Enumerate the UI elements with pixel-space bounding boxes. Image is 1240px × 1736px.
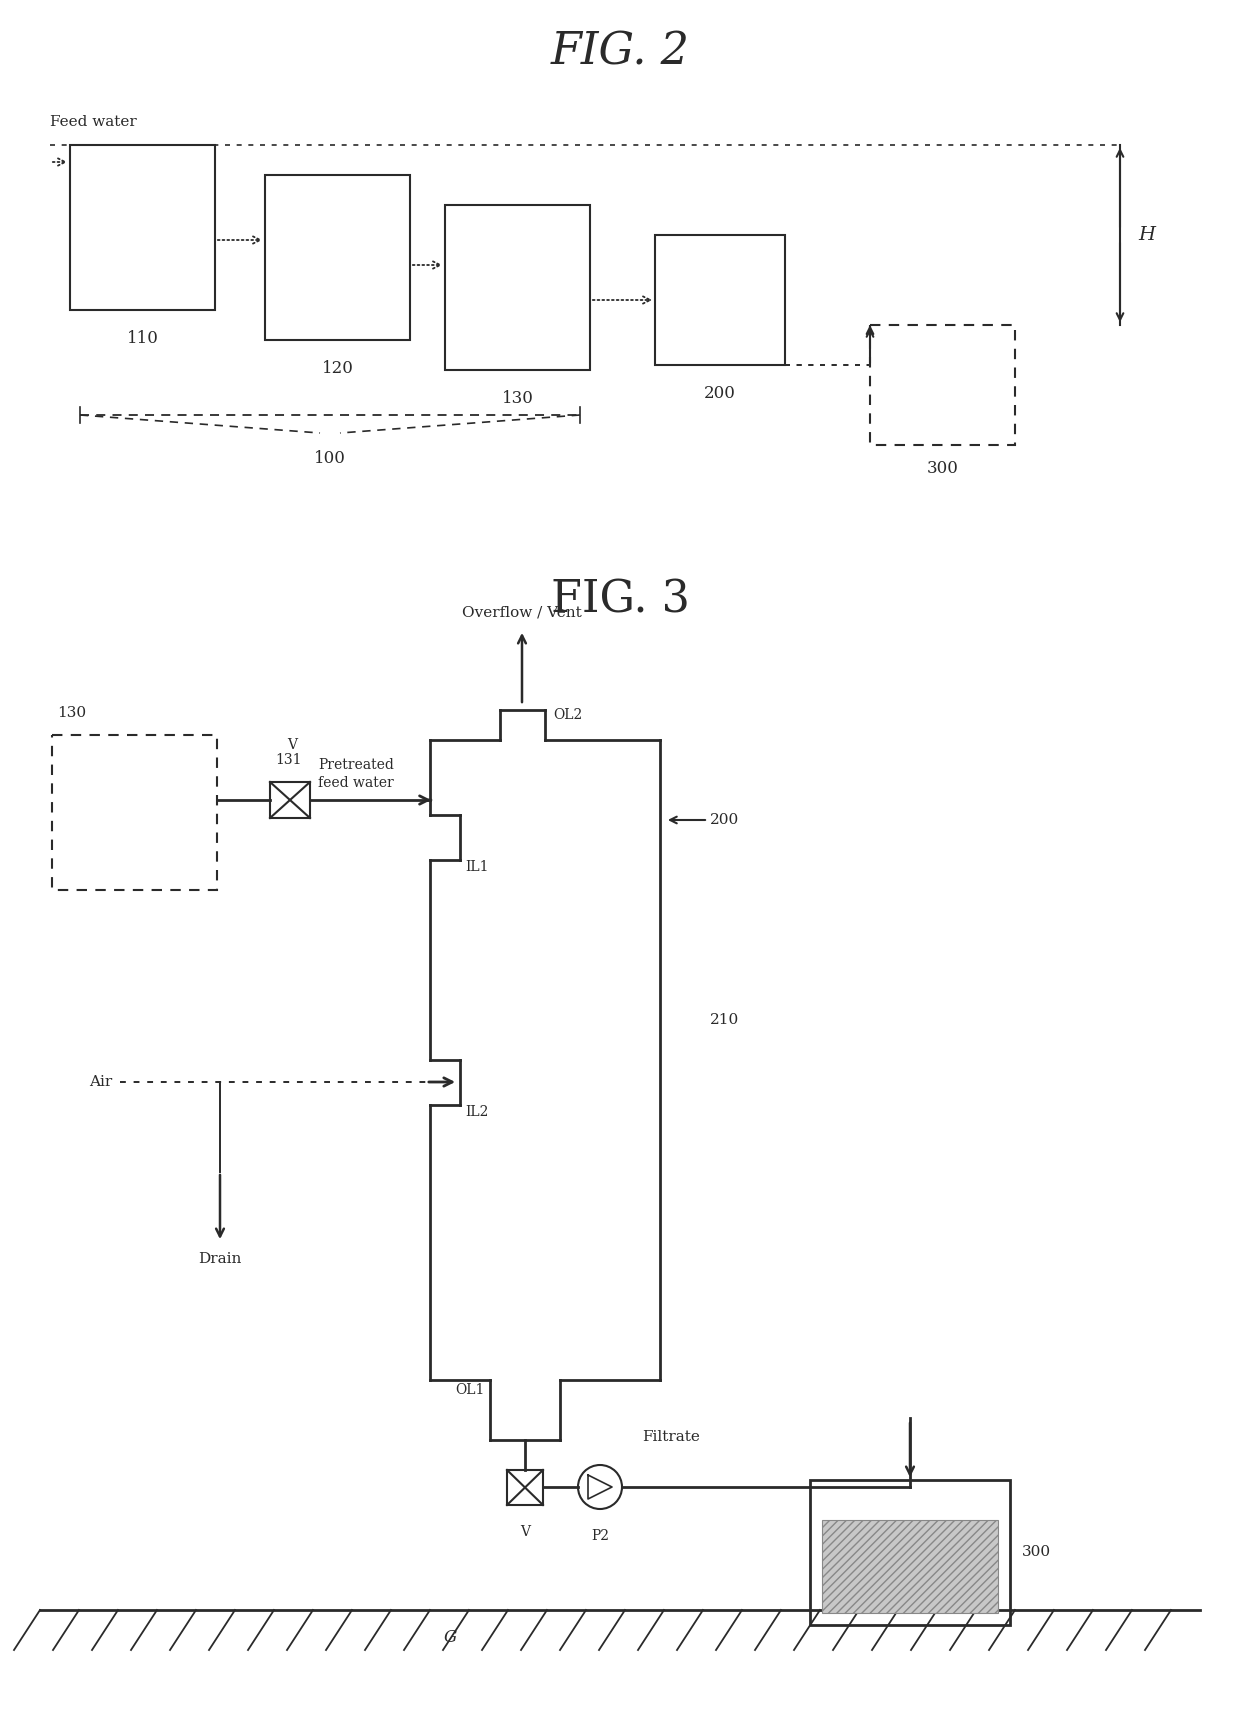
Text: 120: 120: [322, 359, 353, 377]
Polygon shape: [822, 1521, 998, 1613]
Text: 210: 210: [711, 1014, 739, 1028]
Text: Feed water: Feed water: [50, 115, 136, 128]
Text: V: V: [520, 1524, 529, 1540]
Text: FIG. 3: FIG. 3: [551, 578, 689, 621]
Text: G: G: [444, 1630, 456, 1646]
Text: 130: 130: [502, 391, 534, 406]
Text: P2: P2: [591, 1529, 609, 1543]
Text: Air: Air: [89, 1075, 112, 1088]
Text: OL1: OL1: [455, 1384, 485, 1397]
Text: V: V: [286, 738, 298, 752]
Text: IL2: IL2: [465, 1106, 489, 1120]
Text: 110: 110: [126, 330, 159, 347]
Text: 300: 300: [928, 460, 959, 477]
Text: 131: 131: [275, 753, 301, 767]
Text: 300: 300: [1022, 1545, 1052, 1559]
Text: 100: 100: [314, 450, 346, 467]
Text: 200: 200: [704, 385, 735, 403]
Text: Pretreated
feed water: Pretreated feed water: [317, 757, 394, 790]
Text: FIG. 2: FIG. 2: [551, 31, 689, 73]
Text: H: H: [1138, 226, 1154, 245]
Text: 200: 200: [711, 812, 739, 826]
Text: IL1: IL1: [465, 859, 489, 873]
Text: Overflow / Vent: Overflow / Vent: [463, 606, 582, 620]
Text: Drain: Drain: [198, 1252, 242, 1266]
Text: OL2: OL2: [553, 708, 583, 722]
Text: 130: 130: [57, 707, 86, 720]
Text: Filtrate: Filtrate: [642, 1430, 699, 1444]
